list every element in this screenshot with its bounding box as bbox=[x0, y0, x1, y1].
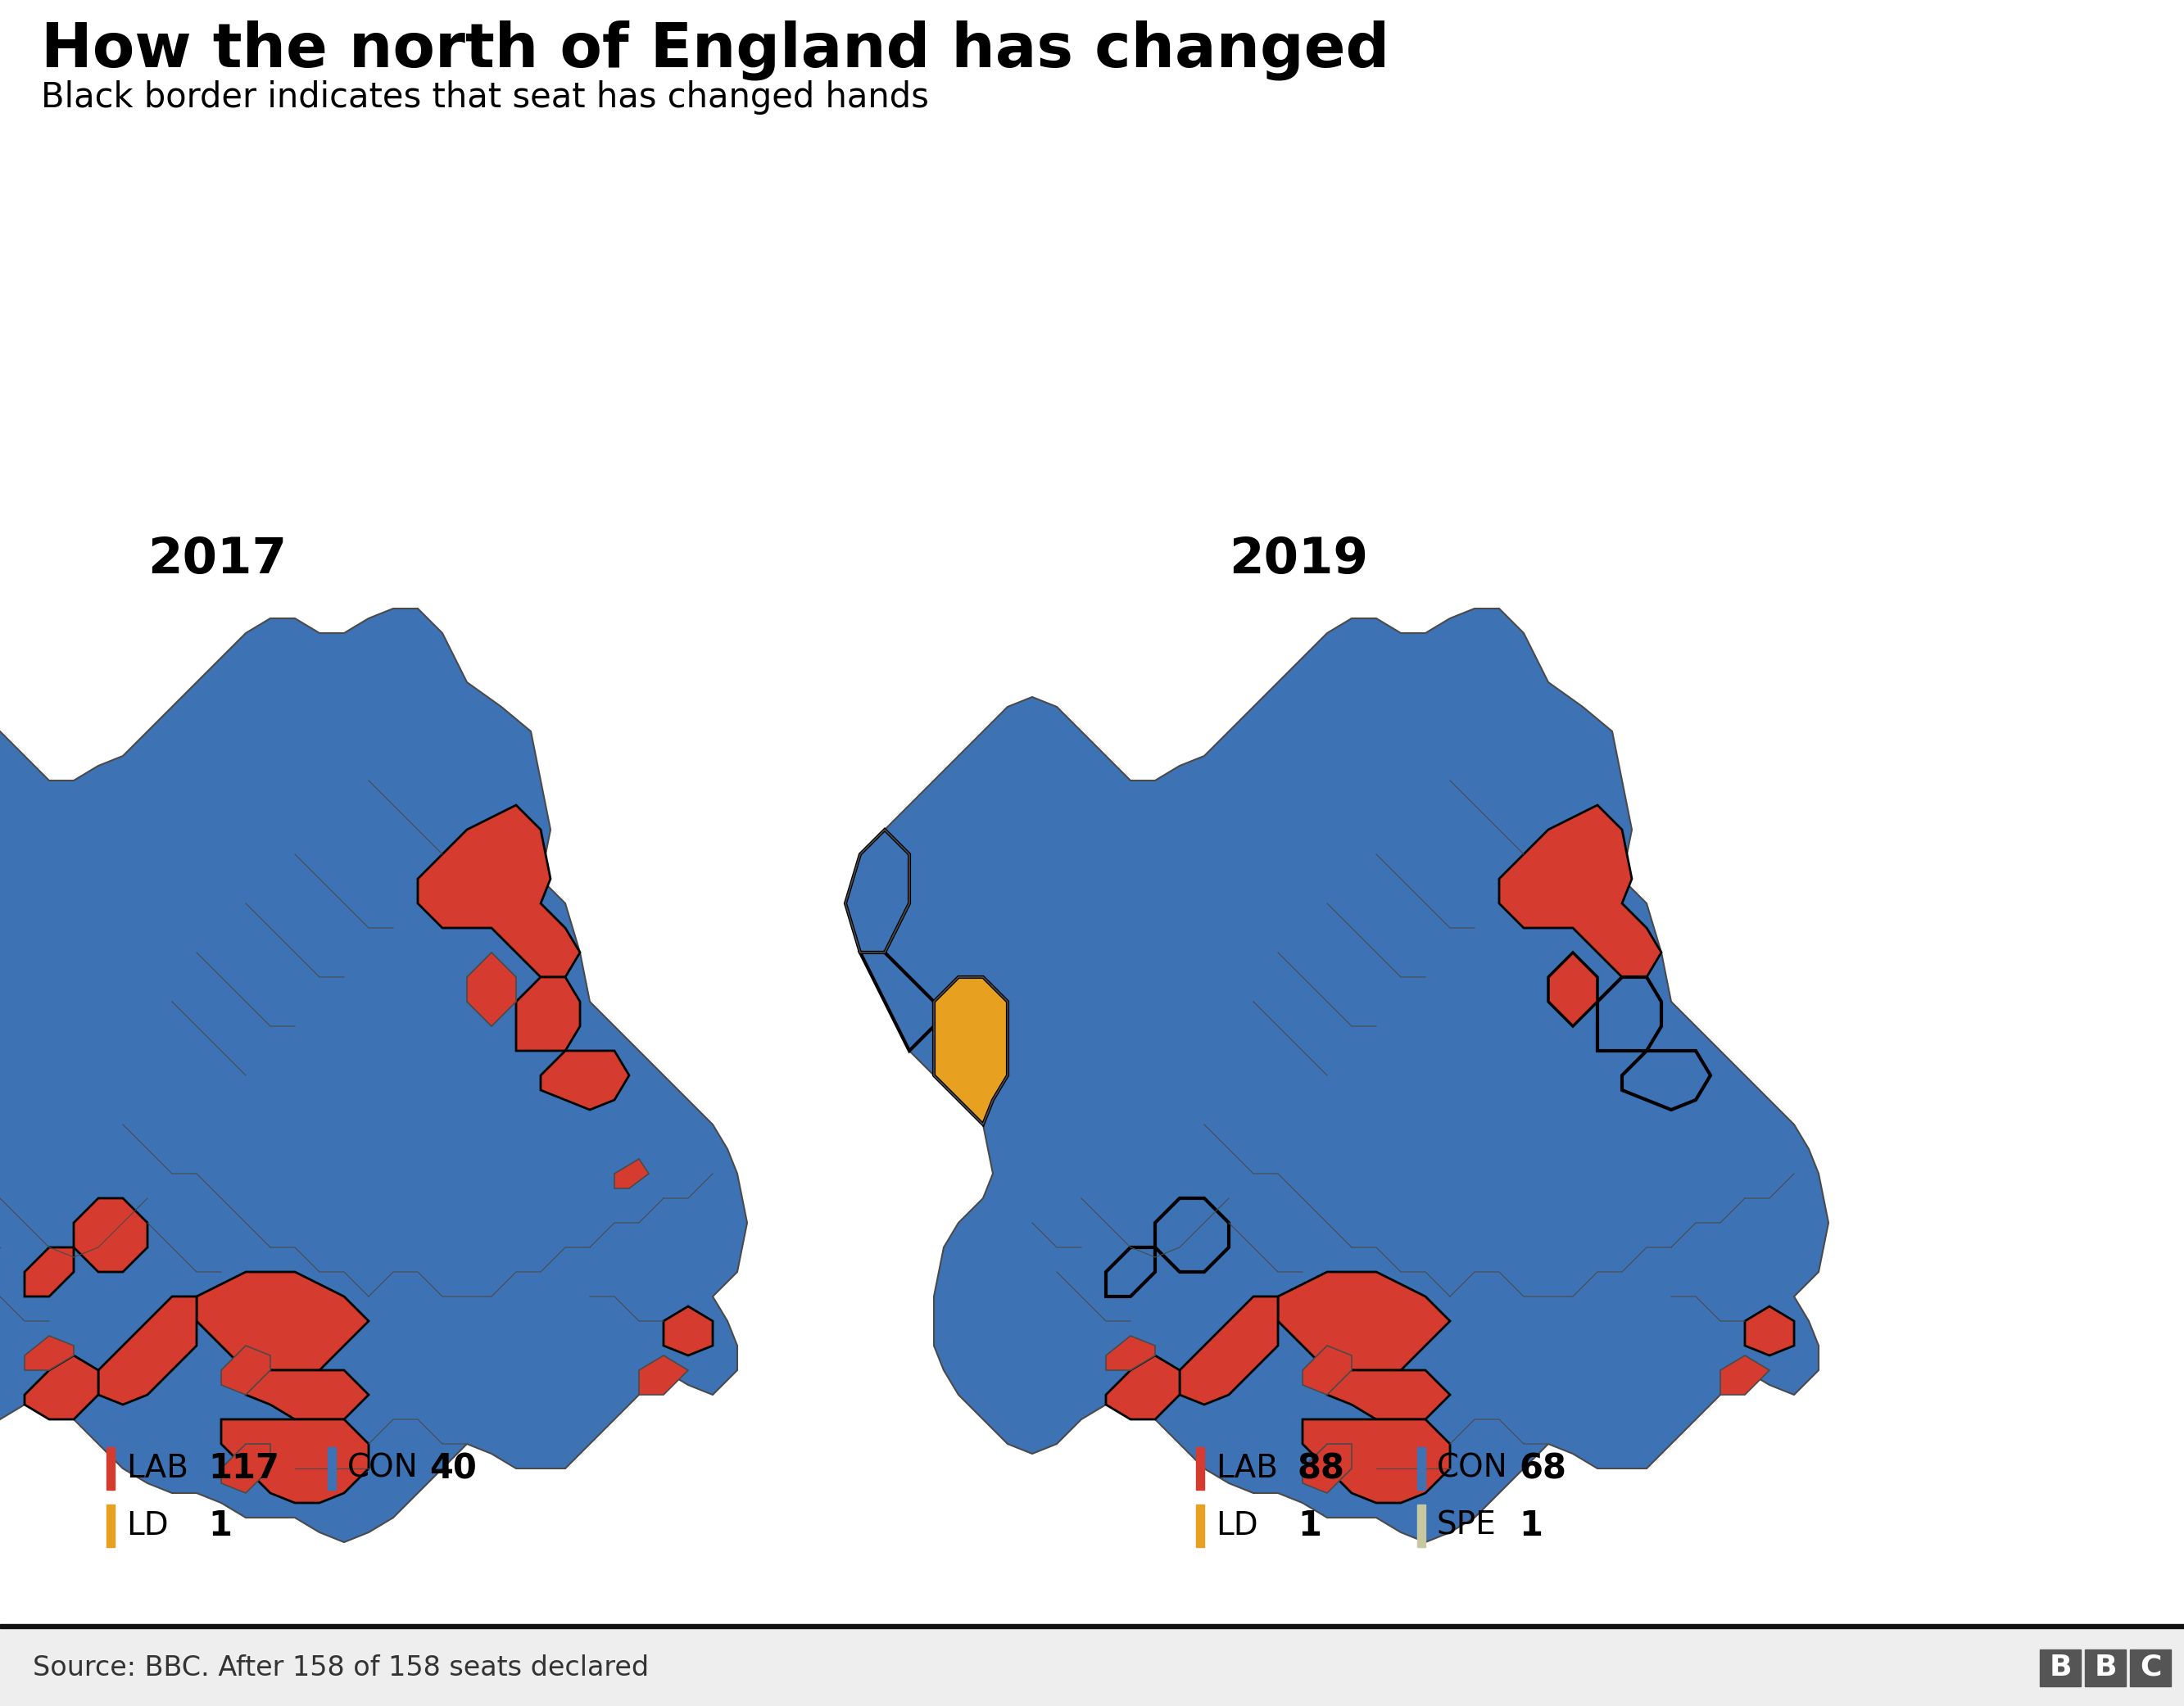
Text: 1: 1 bbox=[1518, 1508, 1542, 1542]
Polygon shape bbox=[1597, 978, 1662, 1051]
Polygon shape bbox=[1302, 1443, 1352, 1493]
Text: 88: 88 bbox=[1297, 1452, 1345, 1486]
Polygon shape bbox=[1179, 1297, 1278, 1404]
Bar bbox=[1197, 1505, 1203, 1547]
Polygon shape bbox=[24, 1247, 74, 1297]
Polygon shape bbox=[935, 978, 1007, 1124]
Polygon shape bbox=[221, 1443, 271, 1493]
Polygon shape bbox=[640, 1356, 688, 1396]
Text: CON: CON bbox=[1437, 1454, 1507, 1484]
Polygon shape bbox=[1105, 1247, 1155, 1297]
Text: 68: 68 bbox=[1518, 1452, 1566, 1486]
Polygon shape bbox=[1278, 1273, 1450, 1370]
Text: Black border indicates that seat has changed hands: Black border indicates that seat has cha… bbox=[41, 80, 928, 114]
Text: 1: 1 bbox=[207, 1508, 232, 1542]
Text: 2017: 2017 bbox=[149, 536, 286, 583]
Polygon shape bbox=[1328, 1370, 1450, 1419]
Polygon shape bbox=[467, 952, 515, 1027]
Text: LD: LD bbox=[127, 1510, 168, 1542]
Polygon shape bbox=[221, 1419, 369, 1503]
Bar bbox=[1197, 1447, 1203, 1489]
Polygon shape bbox=[845, 609, 1828, 1542]
Text: LAB: LAB bbox=[127, 1454, 188, 1484]
Polygon shape bbox=[417, 805, 581, 978]
Polygon shape bbox=[1745, 1307, 1793, 1356]
Polygon shape bbox=[221, 1346, 271, 1396]
Text: CON: CON bbox=[347, 1454, 419, 1484]
Bar bbox=[2040, 1650, 2081, 1686]
Polygon shape bbox=[845, 829, 909, 952]
Bar bbox=[107, 1505, 116, 1547]
Polygon shape bbox=[1105, 1336, 1155, 1370]
Text: LD: LD bbox=[1216, 1510, 1258, 1542]
Polygon shape bbox=[98, 1297, 197, 1404]
Bar bbox=[0, 1624, 2184, 1628]
Polygon shape bbox=[1302, 1419, 1450, 1503]
Bar bbox=[2129, 1650, 2171, 1686]
Polygon shape bbox=[1623, 1051, 1710, 1111]
Polygon shape bbox=[1498, 805, 1662, 978]
Polygon shape bbox=[24, 1356, 98, 1419]
Polygon shape bbox=[0, 609, 747, 1542]
Text: LAB: LAB bbox=[1216, 1454, 1278, 1484]
Text: B: B bbox=[2094, 1653, 2116, 1682]
Bar bbox=[328, 1447, 336, 1489]
Polygon shape bbox=[664, 1307, 712, 1356]
Text: C: C bbox=[2140, 1653, 2162, 1682]
Text: 40: 40 bbox=[430, 1452, 476, 1486]
Text: Source: BBC. After 158 of 158 seats declared: Source: BBC. After 158 of 158 seats decl… bbox=[33, 1655, 649, 1680]
Text: SPE: SPE bbox=[1437, 1510, 1496, 1542]
Bar bbox=[0, 1628, 2184, 1706]
Bar bbox=[1417, 1505, 1426, 1547]
Text: 2019: 2019 bbox=[1230, 536, 1367, 583]
Polygon shape bbox=[1155, 1198, 1230, 1273]
Polygon shape bbox=[860, 952, 935, 1051]
Bar bbox=[107, 1447, 116, 1489]
Bar bbox=[2086, 1650, 2125, 1686]
Polygon shape bbox=[1105, 1356, 1179, 1419]
Polygon shape bbox=[24, 1336, 74, 1370]
Polygon shape bbox=[197, 1273, 369, 1370]
Text: 1: 1 bbox=[1297, 1508, 1321, 1542]
Polygon shape bbox=[1302, 1346, 1352, 1396]
Text: B: B bbox=[2049, 1653, 2073, 1682]
Polygon shape bbox=[247, 1370, 369, 1419]
Polygon shape bbox=[74, 1198, 149, 1273]
Text: How the north of England has changed: How the north of England has changed bbox=[41, 20, 1389, 80]
Polygon shape bbox=[515, 978, 581, 1051]
Polygon shape bbox=[614, 1158, 649, 1189]
Polygon shape bbox=[1548, 952, 1597, 1027]
Polygon shape bbox=[542, 1051, 629, 1111]
Text: 117: 117 bbox=[207, 1452, 280, 1486]
Polygon shape bbox=[1721, 1356, 1769, 1396]
Bar bbox=[1417, 1447, 1426, 1489]
